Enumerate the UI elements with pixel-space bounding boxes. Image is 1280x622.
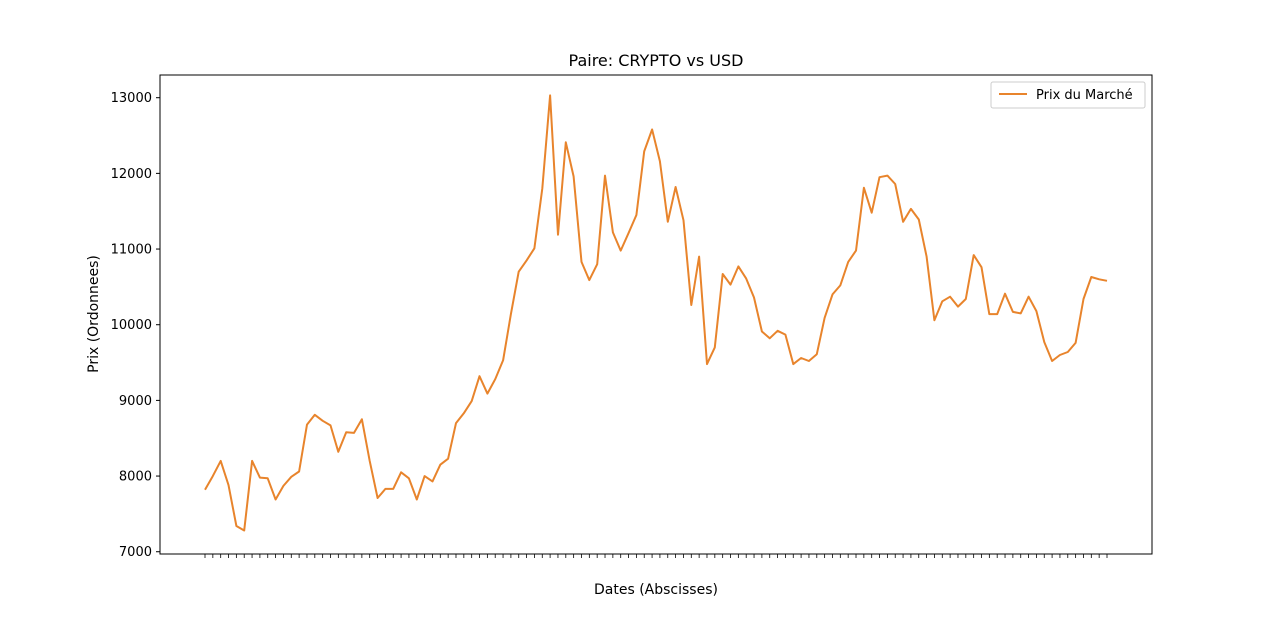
y-tick-label: 9000 [119, 394, 152, 409]
y-tick-label: 12000 [111, 167, 152, 182]
y-tick-label: 11000 [111, 243, 152, 258]
legend-label: Prix du Marché [1036, 88, 1133, 103]
y-axis-label: Prix (Ordonnees) [86, 255, 102, 373]
chart-title: Paire: CRYPTO vs USD [569, 51, 744, 70]
series-line-prix-du-marche [204, 94, 1108, 532]
y-tick-label: 7000 [119, 545, 152, 560]
legend: Prix du Marché [990, 81, 1146, 109]
plot-area: 7000 8000 9000 10000 11000 12000 13000 [111, 91, 1108, 560]
x-axis-label: Dates (Abscisses) [594, 582, 718, 598]
legend-box [990, 81, 1146, 109]
plot-frame [159, 74, 1153, 555]
y-tick-label: 10000 [111, 318, 152, 333]
y-tick-label: 13000 [111, 91, 152, 106]
y-tick-label: 8000 [119, 470, 152, 485]
